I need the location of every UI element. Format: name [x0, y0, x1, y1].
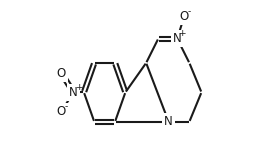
Text: N: N — [164, 115, 173, 128]
Text: -: - — [187, 7, 191, 16]
Text: N: N — [173, 32, 182, 45]
Text: O: O — [180, 10, 189, 23]
Text: +: + — [75, 83, 82, 92]
Text: N: N — [69, 86, 78, 99]
Text: -: - — [65, 102, 68, 111]
Text: +: + — [178, 29, 186, 38]
Text: O: O — [57, 67, 66, 80]
Text: O: O — [57, 105, 66, 118]
